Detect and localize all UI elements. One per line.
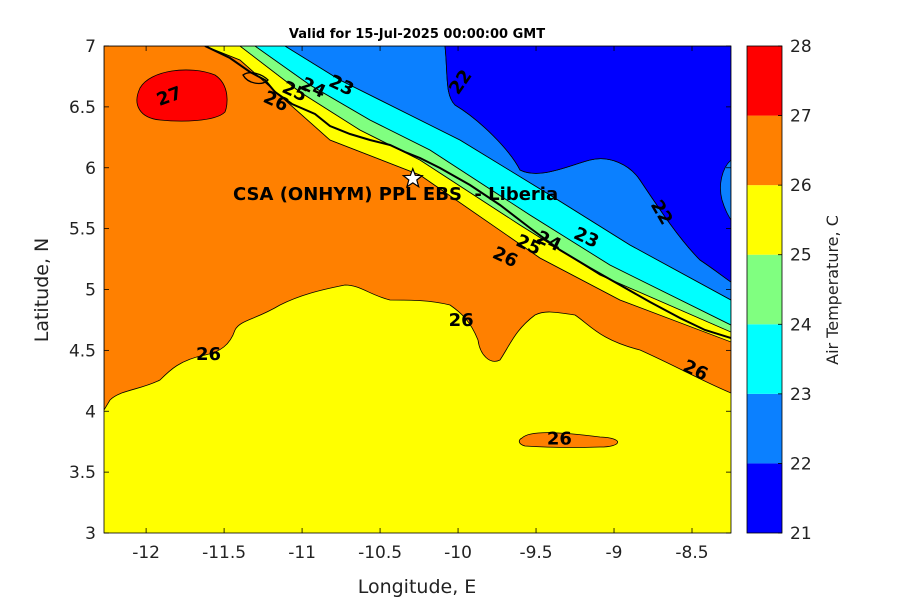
colorbar-tick-label: 23 bbox=[790, 385, 812, 405]
band-26-island bbox=[518, 432, 619, 448]
band-26-27 bbox=[104, 46, 731, 411]
x-tick-label: -10.5 bbox=[358, 543, 402, 563]
x-tick-label: -11 bbox=[288, 543, 316, 563]
colorbar-tick-label: 21 bbox=[790, 524, 812, 544]
colorbar-tick-label: 24 bbox=[790, 315, 812, 335]
y-tick-label: 6.5 bbox=[69, 98, 96, 118]
colorbar-segment bbox=[747, 393, 782, 464]
colorbar-ticks: 21 22 23 24 25 26 27 28 bbox=[778, 37, 812, 544]
coastline bbox=[204, 46, 731, 339]
band-21-22 bbox=[444, 46, 731, 283]
x-tick-label: -11.5 bbox=[202, 543, 246, 563]
x-tick-label: -10 bbox=[444, 543, 472, 563]
colorbar-tick-label: 28 bbox=[790, 37, 812, 57]
y-tick-label: 6 bbox=[85, 159, 96, 179]
y-axis-label: Latitude, N bbox=[31, 238, 53, 343]
x-tick-label: -9.5 bbox=[519, 543, 552, 563]
site-marker bbox=[401, 166, 424, 189]
x-tick-label: -9 bbox=[606, 543, 623, 563]
colorbar-segment bbox=[747, 463, 782, 533]
y-axis-ticks: 3 3.5 4 4.5 5 5.5 6 6.5 7 bbox=[69, 37, 731, 544]
colorbar-label: Air Temperature, C bbox=[823, 215, 842, 365]
x-axis-ticks: -12 -11.5 -11 -10.5 -10 -9.5 -9 -8.5 bbox=[132, 46, 709, 563]
y-tick-label: 7 bbox=[85, 37, 96, 57]
colorbar-segment bbox=[747, 115, 782, 186]
colorbar-segment bbox=[747, 254, 782, 325]
colorbar-tick-label: 27 bbox=[790, 107, 812, 127]
colorbar-segment bbox=[747, 324, 782, 394]
colorbar-tick-label: 22 bbox=[790, 454, 812, 474]
coastline-island bbox=[242, 72, 269, 85]
y-tick-label: 4 bbox=[85, 402, 96, 422]
band-27-28 bbox=[136, 69, 228, 122]
contour-label: 26 bbox=[196, 344, 221, 365]
band-22-right-bump bbox=[720, 159, 731, 221]
y-tick-label: 3 bbox=[85, 524, 96, 544]
contour-label: 26 bbox=[547, 428, 572, 449]
colorbar-tick-label: 25 bbox=[790, 246, 812, 266]
colorbar bbox=[746, 45, 783, 534]
plot-area bbox=[104, 46, 731, 533]
star-icon bbox=[401, 166, 424, 189]
colorbar-segment bbox=[747, 46, 782, 116]
colorbar-tick-label: 26 bbox=[790, 176, 812, 196]
chart-title: Valid for 15-Jul-2025 00:00:00 GMT bbox=[289, 27, 545, 42]
x-axis-label: Longitude, E bbox=[358, 576, 477, 598]
y-tick-label: 3.5 bbox=[69, 463, 96, 483]
x-tick-label: -12 bbox=[132, 543, 160, 563]
contour-label: 26 bbox=[449, 310, 474, 331]
x-tick-label: -8.5 bbox=[675, 543, 708, 563]
site-label: CSA (ONHYM) PPL EBS - Liberia bbox=[233, 184, 558, 205]
colorbar-frame bbox=[746, 45, 783, 534]
y-tick-label: 4.5 bbox=[69, 341, 96, 361]
y-tick-label: 5 bbox=[85, 281, 96, 301]
y-tick-label: 5.5 bbox=[69, 220, 96, 240]
colorbar-segment bbox=[747, 185, 782, 255]
